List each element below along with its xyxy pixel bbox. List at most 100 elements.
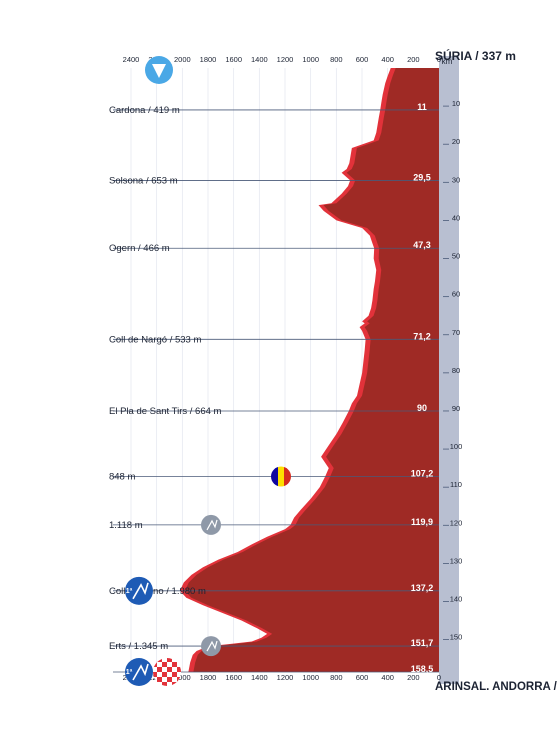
cat1-climb-icon: 1ª [125, 576, 153, 605]
km-tick-label: 120 [450, 518, 463, 527]
finish-check-square [167, 677, 172, 682]
finish-check-square [153, 682, 157, 686]
finish-check-square [172, 682, 177, 686]
minor-climb-circle [201, 514, 221, 535]
climb-badge-circle [125, 576, 153, 605]
finish-check-square [162, 682, 167, 686]
waypoint-km-label: 29,5 [413, 172, 431, 182]
altitude-tick-label-end: 0 [437, 673, 441, 682]
cat1-climb-icon: 1ª [125, 658, 153, 686]
finish-check-square [177, 658, 181, 662]
finish-check-square [162, 662, 167, 667]
km-tick-label: 10 [452, 99, 460, 108]
climb-badge-circle [125, 658, 153, 686]
finish-check-square [153, 662, 157, 667]
waypoint-name-label: Erts / 1.345 m [109, 641, 168, 652]
altitude-tick-label-end: 1800 [200, 673, 217, 682]
altitude-tick-label-start: 1400 [251, 55, 268, 64]
finish-check-square [162, 672, 167, 677]
waypoint-km-label: 151,7 [411, 638, 434, 648]
altitude-tick-label-start: 800 [330, 55, 343, 64]
km-tick-label: 110 [450, 480, 462, 489]
waypoint-name-label: Cardona / 419 m [109, 105, 180, 116]
climb-badge-text: 1ª [126, 588, 133, 595]
flag-stripe [278, 466, 284, 487]
andorra-flag-icon [271, 466, 291, 487]
waypoint-name-label: Ogern / 466 m [109, 243, 170, 254]
minor-climb-circle [201, 636, 221, 657]
km-tick-label: 50 [452, 252, 460, 261]
altitude-tick-label-end: 600 [356, 673, 369, 682]
altitude-tick-label-start: 200 [407, 55, 420, 64]
waypoint-km-label: 119,9 [411, 517, 433, 527]
waypoint-name-label: El Pla de Sant Tirs / 664 m [109, 406, 222, 417]
minor-climb-mountain [206, 640, 218, 652]
km-tick-label: 60 [452, 290, 460, 299]
waypoint-km-label: 71,2 [413, 331, 431, 341]
finish-check-square [157, 658, 162, 662]
altitude-tick-label-end: 1200 [277, 673, 294, 682]
start-triangle-icon [145, 56, 173, 84]
icons-layer: 1ª 1ª [125, 56, 291, 686]
waypoint-name-label: Coll d'Ordino / 1.980 m [109, 586, 206, 597]
altitude-tick-label-end: 800 [330, 673, 343, 682]
start-triangle [152, 64, 166, 78]
km-tick-label: 100 [450, 442, 463, 451]
km-tick-label: 140 [450, 595, 463, 604]
altitude-tick-label-start: 2000 [174, 55, 191, 64]
waypoint-name-label: 848 m [109, 472, 135, 483]
waypoint-name-label: Coll de Nargó / 533 m [109, 334, 201, 345]
altitude-tick-label-start: 600 [356, 55, 369, 64]
start-label: SÚRIA / 337 m [435, 48, 516, 63]
altitude-tick-label-start: 400 [381, 55, 394, 64]
finish-label: ARINSAL. ANDORRA / 1.914 m [435, 681, 559, 693]
altitude-tick-label-end: 1000 [302, 673, 319, 682]
minor-climb-icon [201, 636, 221, 657]
waypoint-name-label: Solsona / 653 m [109, 175, 178, 186]
km-tick-label: 40 [452, 213, 460, 222]
km-tick-label: 20 [452, 137, 460, 146]
altitude-tick-label-end: 400 [381, 673, 394, 682]
finish-check-square [167, 658, 172, 662]
km-ticks: 10 20 30 40 50 60 70 80 90 100 110 120 130 140 150 [443, 99, 462, 642]
finish-check-square [172, 672, 177, 677]
altitude-tick-label-start: 0 [437, 55, 441, 64]
finish-check-square [177, 667, 181, 672]
waypoint-km-label: 158,5 [411, 664, 434, 674]
waypoint-km-label: 137,2 [411, 583, 434, 593]
flag-stripe [271, 466, 278, 487]
km-unit-label: km [442, 57, 453, 66]
flag-stripe [284, 466, 291, 487]
climb-badge-text: 1ª [126, 669, 133, 676]
waypoint-km-label: 107,2 [411, 469, 434, 479]
climb-badge-mountain [132, 582, 149, 600]
altitude-tick-label-end: 200 [407, 673, 420, 682]
km-tick-label: 30 [452, 175, 460, 184]
km-axis-band [439, 56, 459, 684]
altitude-tick-label-start: 1200 [277, 55, 294, 64]
waypoint-name-label: 1.118 m [109, 520, 143, 531]
km-tick-label: 70 [452, 328, 460, 337]
km-tick-label: 80 [452, 366, 460, 375]
km-tick-label: 150 [450, 633, 463, 642]
altitude-tick-label-start: 1600 [225, 55, 242, 64]
profile-fill-area [184, 68, 439, 672]
minor-climb-mountain [206, 519, 218, 531]
altitude-tick-label-start: 1000 [302, 55, 319, 64]
altitude-tick-label-end: 2000 [174, 673, 191, 682]
waypoints-layer: 11 Cardona / 419 m 29,5 Solsona / 653 m 47,3… [109, 102, 439, 674]
finish-check-square [157, 667, 162, 672]
minor-climb-icon [201, 514, 221, 535]
waypoint-km-label: 47,3 [413, 240, 431, 250]
altitude-tick-label-start: 2400 [123, 55, 140, 64]
altitude-tick-label-start: 1800 [200, 55, 217, 64]
altitude-tick-label-end: 1600 [225, 673, 242, 682]
altitude-tick-label-end: 1400 [251, 673, 268, 682]
finish-check-square [157, 677, 162, 682]
climb-badge-mountain [132, 663, 149, 681]
km-tick-label: 130 [450, 556, 463, 565]
finish-check-square [167, 667, 172, 672]
